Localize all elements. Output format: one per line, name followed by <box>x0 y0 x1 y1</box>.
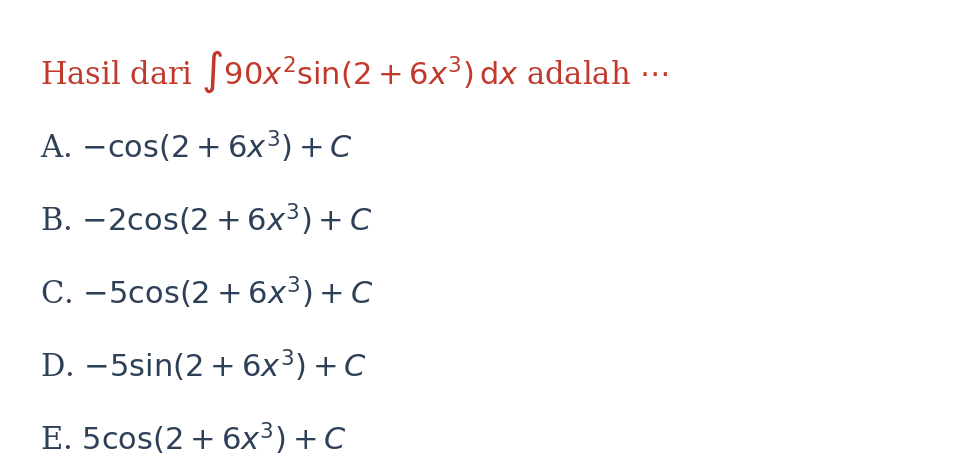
Text: B. $-2\cos(2 + 6x^3) + C$: B. $-2\cos(2 + 6x^3) + C$ <box>40 201 373 238</box>
Text: Hasil dari $\int 90x^2 \sin(2 + 6x^3)\, \mathrm{d}x$ adalah $\cdots$: Hasil dari $\int 90x^2 \sin(2 + 6x^3)\, … <box>40 48 669 95</box>
Text: C. $-5\cos(2 + 6x^3) + C$: C. $-5\cos(2 + 6x^3) + C$ <box>40 275 374 311</box>
Text: D. $-5\sin(2 + 6x^3) + C$: D. $-5\sin(2 + 6x^3) + C$ <box>40 348 367 384</box>
Text: A. $-\cos(2 + 6x^3) + C$: A. $-\cos(2 + 6x^3) + C$ <box>40 128 353 165</box>
Text: E. $5\cos(2 + 6x^3) + C$: E. $5\cos(2 + 6x^3) + C$ <box>40 421 347 457</box>
